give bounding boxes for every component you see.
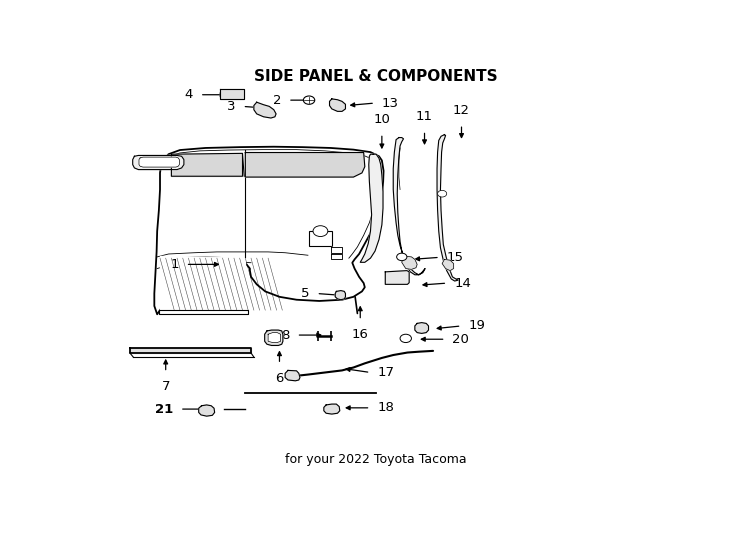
- Text: 5: 5: [301, 287, 310, 300]
- Polygon shape: [335, 291, 346, 300]
- Text: 14: 14: [454, 276, 471, 289]
- Polygon shape: [268, 333, 280, 342]
- Text: 8: 8: [281, 328, 290, 342]
- Polygon shape: [330, 99, 346, 111]
- Polygon shape: [415, 322, 429, 333]
- Text: 17: 17: [377, 366, 394, 379]
- Text: 20: 20: [452, 333, 469, 346]
- Polygon shape: [285, 370, 300, 381]
- Text: 3: 3: [227, 100, 236, 113]
- Polygon shape: [265, 330, 283, 346]
- Text: 18: 18: [377, 401, 394, 414]
- Polygon shape: [324, 404, 340, 414]
- Polygon shape: [401, 256, 417, 269]
- Polygon shape: [385, 271, 409, 285]
- Text: SIDE PANEL & COMPONENTS: SIDE PANEL & COMPONENTS: [255, 69, 498, 84]
- Polygon shape: [245, 152, 365, 177]
- Polygon shape: [130, 348, 251, 353]
- Circle shape: [396, 253, 407, 261]
- Text: for your 2022 Toyota Tacoma: for your 2022 Toyota Tacoma: [286, 453, 467, 466]
- Polygon shape: [360, 154, 383, 262]
- Polygon shape: [393, 138, 425, 275]
- Polygon shape: [154, 147, 384, 314]
- Circle shape: [313, 226, 328, 237]
- Circle shape: [437, 191, 447, 197]
- Text: 2: 2: [272, 93, 281, 106]
- Text: 4: 4: [185, 88, 193, 101]
- Text: 7: 7: [161, 380, 170, 393]
- Polygon shape: [330, 254, 342, 259]
- Circle shape: [400, 334, 412, 342]
- Text: 19: 19: [468, 320, 485, 333]
- Text: 9: 9: [142, 156, 150, 169]
- Text: 13: 13: [382, 97, 399, 110]
- Polygon shape: [330, 247, 342, 253]
- Text: 16: 16: [352, 328, 368, 341]
- Polygon shape: [220, 89, 244, 99]
- Polygon shape: [254, 102, 276, 118]
- Text: 10: 10: [374, 113, 390, 126]
- Polygon shape: [199, 405, 214, 416]
- Text: 6: 6: [275, 372, 283, 384]
- Text: 11: 11: [416, 110, 433, 123]
- Text: 12: 12: [453, 104, 470, 117]
- Polygon shape: [442, 259, 454, 271]
- Text: 15: 15: [447, 251, 464, 264]
- Polygon shape: [172, 153, 242, 176]
- Bar: [309, 231, 332, 246]
- Polygon shape: [160, 256, 245, 312]
- Circle shape: [303, 96, 315, 104]
- Polygon shape: [139, 157, 179, 167]
- Text: 21: 21: [155, 403, 173, 416]
- Polygon shape: [437, 134, 458, 281]
- Text: 1: 1: [170, 258, 179, 271]
- Polygon shape: [133, 156, 184, 170]
